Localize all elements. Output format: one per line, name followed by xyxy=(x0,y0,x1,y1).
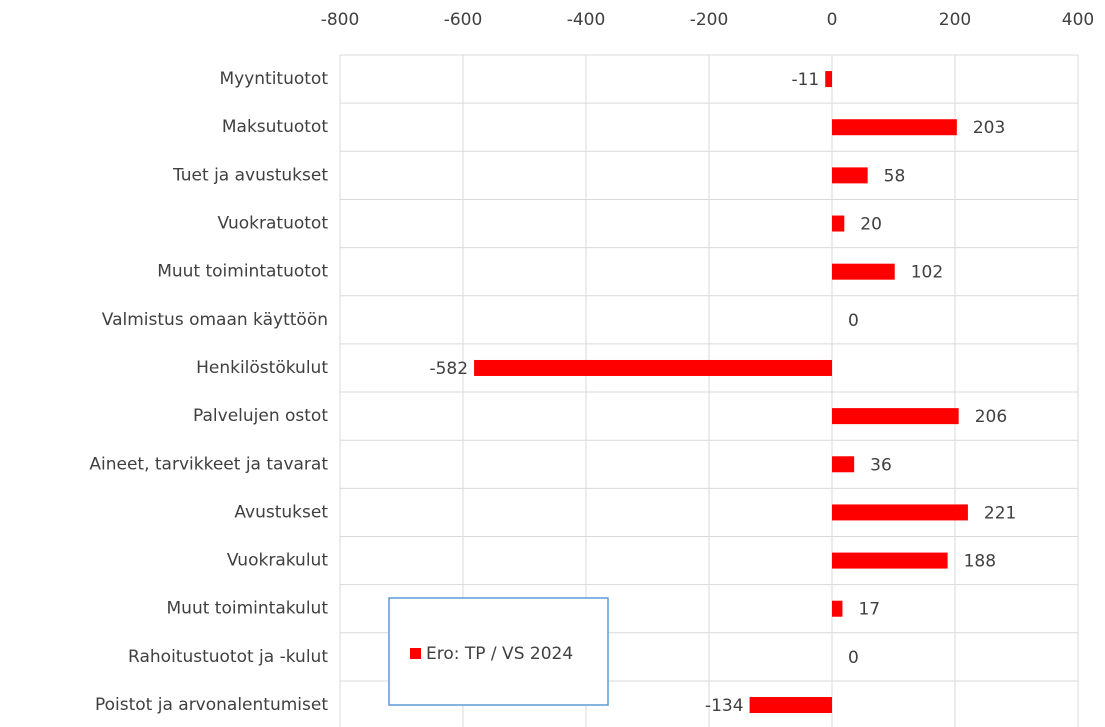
data-label: 206 xyxy=(975,407,1007,427)
data-label: 36 xyxy=(870,455,892,475)
data-label: -11 xyxy=(791,70,819,90)
bar xyxy=(832,167,868,184)
y-tick-label: Vuokrakulut xyxy=(227,551,328,571)
y-tick-label: Aineet, tarvikkeet ja tavarat xyxy=(89,454,328,474)
y-tick-label: Valmistus omaan käyttöön xyxy=(102,310,328,330)
y-tick-label: Muut toimintatuotot xyxy=(157,262,328,282)
bar xyxy=(832,552,948,569)
x-tick-label: -800 xyxy=(321,10,360,30)
y-tick-label: Maksutuotot xyxy=(222,117,328,137)
data-label: 203 xyxy=(973,118,1005,138)
y-tick-label: Poistot ja arvonalentumiset xyxy=(95,695,328,715)
bar xyxy=(832,263,895,280)
legend-box xyxy=(388,597,609,706)
x-tick-label: -600 xyxy=(444,10,483,30)
y-tick-label: Avustukset xyxy=(234,502,328,522)
data-label: 20 xyxy=(860,215,882,235)
bar xyxy=(825,71,832,88)
data-label: -134 xyxy=(705,696,744,716)
bar xyxy=(832,408,959,425)
y-tick-label: Tuet ja avustukset xyxy=(172,165,328,185)
bar xyxy=(832,504,968,521)
data-label: 0 xyxy=(848,311,859,331)
bar xyxy=(832,215,845,232)
data-label: -582 xyxy=(429,359,468,379)
data-label: 17 xyxy=(858,600,880,620)
x-tick-label: 400 xyxy=(1062,10,1094,30)
data-label: 221 xyxy=(984,503,1016,523)
legend-label: Ero: TP / VS 2024 xyxy=(426,644,573,664)
x-tick-label: -400 xyxy=(567,10,606,30)
y-tick-label: Rahoitustuotot ja -kulut xyxy=(128,647,328,667)
data-label: 58 xyxy=(884,166,906,186)
y-tick-label: Myyntituotot xyxy=(219,69,328,89)
x-tick-label: -200 xyxy=(690,10,729,30)
bar xyxy=(832,119,957,136)
bar xyxy=(474,359,832,376)
bar xyxy=(832,600,843,617)
y-tick-label: Palvelujen ostot xyxy=(193,406,328,426)
bar xyxy=(832,456,855,473)
x-tick-label: 0 xyxy=(827,10,838,30)
data-label: 0 xyxy=(848,648,859,668)
bar xyxy=(749,697,832,714)
y-tick-label: Henkilöstökulut xyxy=(196,358,328,378)
data-label: 102 xyxy=(911,263,943,283)
x-tick-label: 200 xyxy=(939,10,971,30)
y-tick-label: Vuokratuotot xyxy=(218,214,329,234)
y-tick-label: Muut toimintakulut xyxy=(167,599,329,619)
legend-swatch xyxy=(410,648,421,659)
data-label: 188 xyxy=(964,552,996,572)
